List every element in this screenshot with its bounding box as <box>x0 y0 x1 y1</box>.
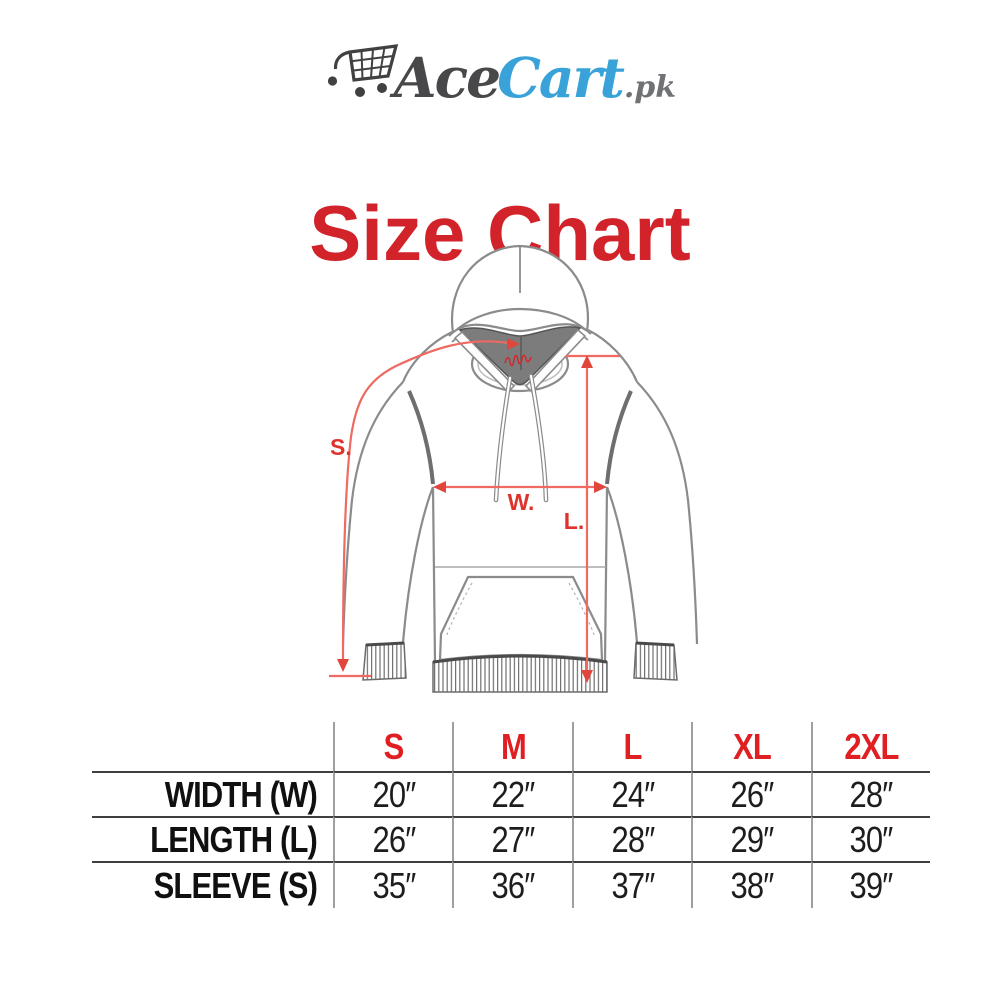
sleeve-value-l: 37″ <box>571 861 692 908</box>
size-column-header-2xl: 2XL <box>810 722 930 771</box>
length-value-l: 28″ <box>571 816 692 861</box>
brand-wordmark: Ace Cart .pk <box>394 45 676 110</box>
width-value-2xl: 28″ <box>810 771 930 816</box>
row-label-sleeve: SLEEVE (S) <box>92 861 333 908</box>
sleeve-value-m: 36″ <box>452 861 572 908</box>
width-value-xl: 26″ <box>691 771 811 816</box>
width-value-l: 24″ <box>571 771 692 816</box>
size-column-header-s: S <box>333 722 452 771</box>
length-measurement-line <box>566 354 620 683</box>
length-value-xl: 29″ <box>691 816 811 861</box>
width-value-m: 22″ <box>452 771 572 816</box>
hood-front-edges <box>453 328 587 394</box>
row-label-width: WIDTH (W) <box>92 771 333 816</box>
width-measurement-line <box>433 481 607 493</box>
torso <box>431 486 609 663</box>
ribbed-hem <box>432 654 608 693</box>
width-value-s: 20″ <box>333 771 453 816</box>
length-value-m: 27″ <box>452 816 572 861</box>
brand-name-suffix: Cart <box>497 44 625 110</box>
drawstring-left <box>493 375 513 503</box>
sleeve-value-s: 35″ <box>333 861 453 908</box>
width-measurement-label: W. <box>508 489 535 515</box>
brand-logo: Ace Cart .pk <box>0 40 1000 114</box>
brand-name-prefix: Ace <box>393 44 501 110</box>
sleeve-right <box>587 329 699 645</box>
table-corner-cell <box>92 722 333 771</box>
kangaroo-pocket <box>438 575 604 662</box>
sleeve-value-2xl: 39″ <box>810 861 930 908</box>
row-label-length: LENGTH (L) <box>92 816 333 861</box>
sleeve-value-xl: 38″ <box>691 861 811 908</box>
size-table: S M L XL 2XL WIDTH (W) 20″ 22″ 24″ 26″ 2… <box>92 722 930 908</box>
raglan-seams <box>407 390 633 485</box>
length-measurement-label: L. <box>564 508 584 534</box>
garment-brand-mark <box>504 354 532 367</box>
sleeve-measurement-label: S. <box>330 434 352 460</box>
length-value-s: 26″ <box>333 816 453 861</box>
brand-tld: .pk <box>623 69 677 105</box>
length-value-2xl: 30″ <box>810 816 930 861</box>
ribbed-cuff-left <box>362 641 407 681</box>
shopping-cart-icon <box>327 44 399 97</box>
size-column-header-xl: XL <box>691 722 810 771</box>
size-column-header-m: M <box>452 722 571 771</box>
ribbed-cuff-right <box>633 641 678 681</box>
size-column-header-l: L <box>571 722 691 771</box>
sleeve-measurement-line <box>329 338 520 678</box>
drawstring-right <box>528 373 549 503</box>
